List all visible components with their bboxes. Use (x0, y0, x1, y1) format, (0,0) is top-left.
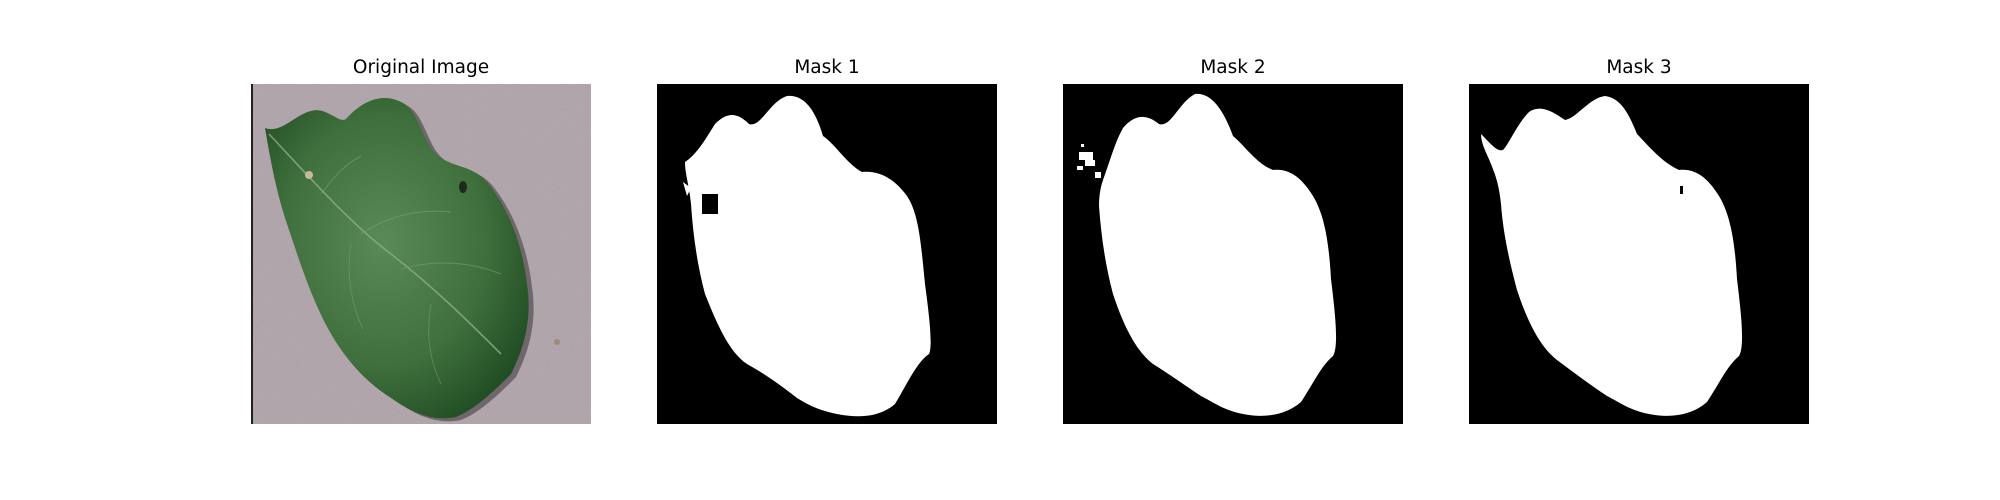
mask-hole (702, 194, 718, 214)
panel-mask-3: Mask 3 (1469, 0, 1809, 500)
mask-3-image (1469, 84, 1809, 424)
panel-mask-2: Mask 2 (1063, 0, 1403, 500)
mask-noise (1077, 144, 1101, 178)
panel-title: Mask 1 (794, 57, 860, 78)
leaf-spot (305, 171, 313, 179)
mask-fragment (683, 182, 691, 196)
mask-foreground (685, 95, 931, 417)
panel-mask-1: Mask 1 (657, 0, 997, 500)
mask-1-image (657, 84, 997, 424)
mask-foreground (1481, 96, 1743, 416)
leaf-vein (320, 155, 362, 195)
leaf-vein (348, 243, 364, 330)
panel-original-image: Original Image (251, 0, 591, 500)
mask-foreground (1099, 93, 1337, 416)
panel-title: Original Image (352, 57, 490, 78)
leaf-spot (554, 339, 560, 345)
panel-title: Mask 2 (1200, 57, 1266, 78)
original-leaf-image (251, 84, 591, 424)
leaf-vein (400, 262, 502, 275)
leaf-vein (428, 303, 442, 385)
mask-2-image (1063, 84, 1403, 424)
panel-title: Mask 3 (1606, 57, 1672, 78)
leaf-vein (360, 210, 452, 235)
leaf-hole (459, 181, 467, 193)
mask-hole (1680, 186, 1683, 194)
